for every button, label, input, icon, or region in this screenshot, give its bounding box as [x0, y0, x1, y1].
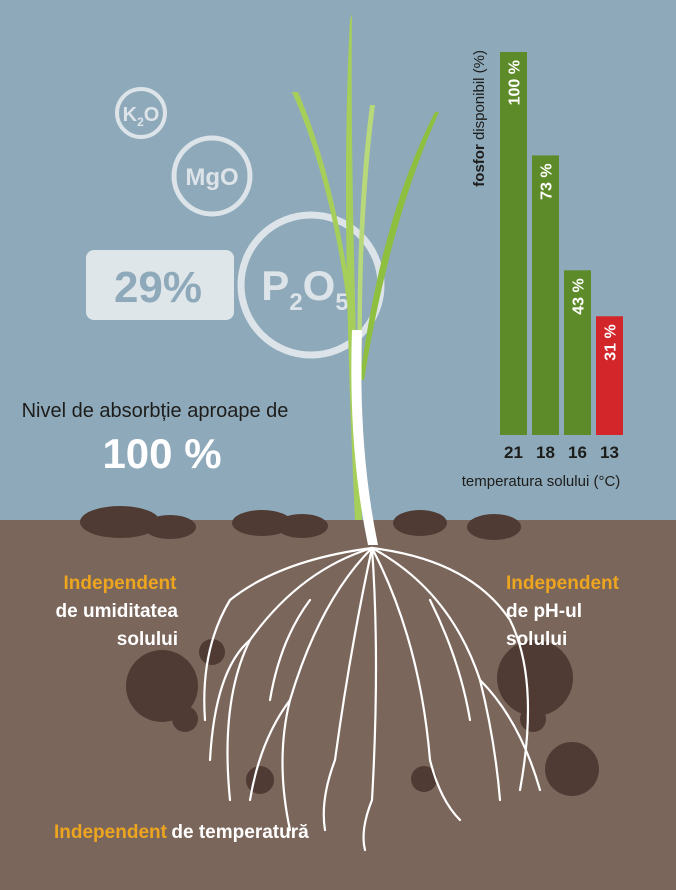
o: O: [303, 262, 336, 309]
y-label: disponibil (%): [471, 50, 488, 140]
bottom-note: Independent de temperatură: [54, 822, 309, 843]
p-sub: 2: [289, 289, 302, 316]
x-tick-label: 16: [568, 443, 587, 462]
y-axis-label: fosfor disponibil (%): [471, 50, 488, 187]
left-line: solului: [117, 629, 178, 650]
x-tick-label: 13: [600, 443, 619, 462]
value-label: 43 %: [571, 278, 588, 314]
bar: [500, 52, 527, 435]
bottom-text: de temperatură: [171, 822, 309, 843]
k: K: [123, 104, 138, 126]
o: O: [144, 104, 160, 126]
x-tick-label: 21: [504, 443, 523, 462]
y-label-bold: fosfor: [471, 144, 488, 187]
right-line: de pH-ul: [506, 601, 582, 622]
absorption-value: 100 %: [102, 430, 221, 477]
right-line: solului: [506, 629, 567, 650]
x-axis-label: temperatura solului (°C): [462, 473, 621, 490]
left-highlight: Independent: [64, 573, 178, 594]
infographic: K2O MgO 29% P2O5 Nivel de absorbție apro…: [0, 0, 676, 890]
percent: 29%: [114, 263, 202, 312]
value-label: 31 %: [603, 324, 620, 360]
value-label: 100 %: [507, 60, 524, 105]
value-label: 73 %: [539, 163, 556, 199]
absorption-text: Nivel de absorbție aproape de: [22, 400, 289, 422]
mgo-label: MgO: [185, 164, 238, 191]
bottom-highlight: Independent: [54, 822, 168, 843]
right-highlight: Independent: [506, 573, 620, 594]
p: P: [261, 262, 289, 309]
left-line: de umiditatea: [56, 601, 179, 622]
x-tick-label: 18: [536, 443, 555, 462]
